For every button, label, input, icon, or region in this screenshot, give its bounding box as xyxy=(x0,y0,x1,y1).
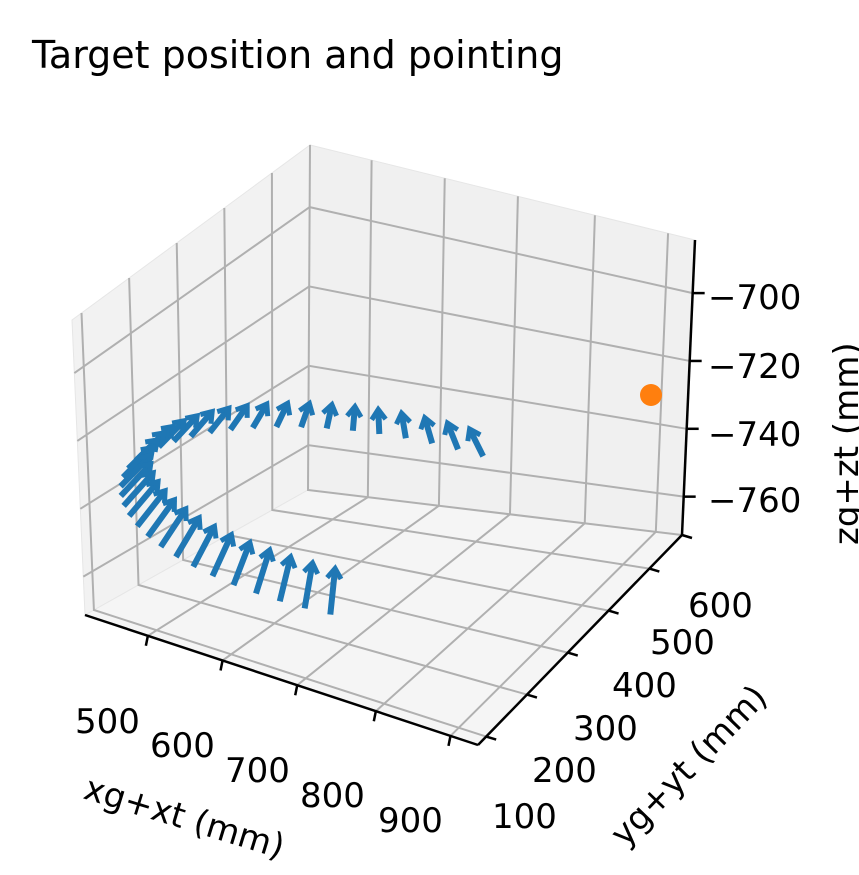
y-tick xyxy=(567,651,579,657)
x-tick xyxy=(372,710,378,722)
y-tick xyxy=(608,609,619,615)
y-tick-label: 400 xyxy=(612,666,677,706)
x-tick xyxy=(293,684,299,696)
pointing-arrow xyxy=(230,538,256,587)
y-tick-label: 300 xyxy=(573,709,638,749)
pointing-arrow xyxy=(301,558,320,609)
x-tick-label: 700 xyxy=(225,751,290,791)
y-tick-label: 200 xyxy=(532,751,597,791)
x-tick-label: 600 xyxy=(150,726,215,766)
grid-line xyxy=(175,242,568,654)
pointing-arrow xyxy=(134,487,168,529)
pointing-arrow xyxy=(418,413,436,445)
grid-line xyxy=(128,277,528,696)
y-tick-label: 100 xyxy=(492,797,557,837)
pointing-arrow xyxy=(442,418,461,451)
pointing-arrow xyxy=(394,408,412,439)
y-tick xyxy=(681,533,693,540)
y-tick-label: 500 xyxy=(650,623,715,663)
chart-title: Target position and pointing xyxy=(31,33,563,77)
x-tick-label: 900 xyxy=(378,801,443,841)
z-tick-label: −700 xyxy=(708,278,801,318)
grid-line xyxy=(79,364,687,510)
x-tick-label: 800 xyxy=(300,776,365,816)
x-tick xyxy=(447,735,452,747)
z-axis-label: zg+zt (mm) xyxy=(827,342,859,545)
pointing-arrow xyxy=(173,513,203,559)
y-tick-label: 600 xyxy=(688,586,753,626)
z-tick-label: −720 xyxy=(708,347,801,387)
target-marker-group xyxy=(640,384,662,406)
z-tick-label: −740 xyxy=(708,415,801,455)
y-tick xyxy=(485,735,497,741)
pointing-arrow xyxy=(190,522,219,569)
pointing-arrow xyxy=(207,404,232,435)
pointing-arrow xyxy=(126,478,161,518)
pointing-arrow xyxy=(250,400,271,430)
z-tick-label: −760 xyxy=(708,481,801,521)
y-axis-line xyxy=(477,534,683,746)
pointing-arrow xyxy=(321,400,339,430)
grid-lines xyxy=(73,144,693,738)
x-tick xyxy=(144,635,150,647)
pointing-arrow xyxy=(227,402,250,432)
y-tick xyxy=(649,567,660,573)
pointing-arrow xyxy=(298,399,316,429)
pointing-arrow xyxy=(276,552,298,603)
grid-line xyxy=(306,144,683,536)
grid-line xyxy=(76,285,690,442)
pointing-arrow xyxy=(209,530,237,578)
pointing-arrow xyxy=(158,505,189,549)
grid-line xyxy=(82,444,684,578)
back-pane xyxy=(307,144,696,536)
target-point xyxy=(640,384,662,406)
pointing-arrow xyxy=(273,399,293,429)
pointing-arrow xyxy=(188,408,216,439)
z-axis-line xyxy=(680,239,697,536)
axis-ticks xyxy=(144,291,705,747)
pointing-arrow xyxy=(369,405,388,435)
pointing-arrow xyxy=(253,545,276,595)
y-tick xyxy=(526,693,538,699)
pointing-arrow xyxy=(465,425,486,458)
pointing-arrow xyxy=(325,564,344,615)
grid-line xyxy=(73,206,693,374)
pointing-arrows xyxy=(118,399,486,615)
x-tick xyxy=(219,660,224,671)
grid-line xyxy=(80,312,487,738)
pointing-arrow xyxy=(171,412,201,444)
pointing-arrow xyxy=(145,496,177,539)
pointing-arrow xyxy=(345,402,364,431)
x-tick-label: 500 xyxy=(75,702,140,742)
grid-line xyxy=(270,172,650,570)
x-axis-line xyxy=(84,613,479,747)
